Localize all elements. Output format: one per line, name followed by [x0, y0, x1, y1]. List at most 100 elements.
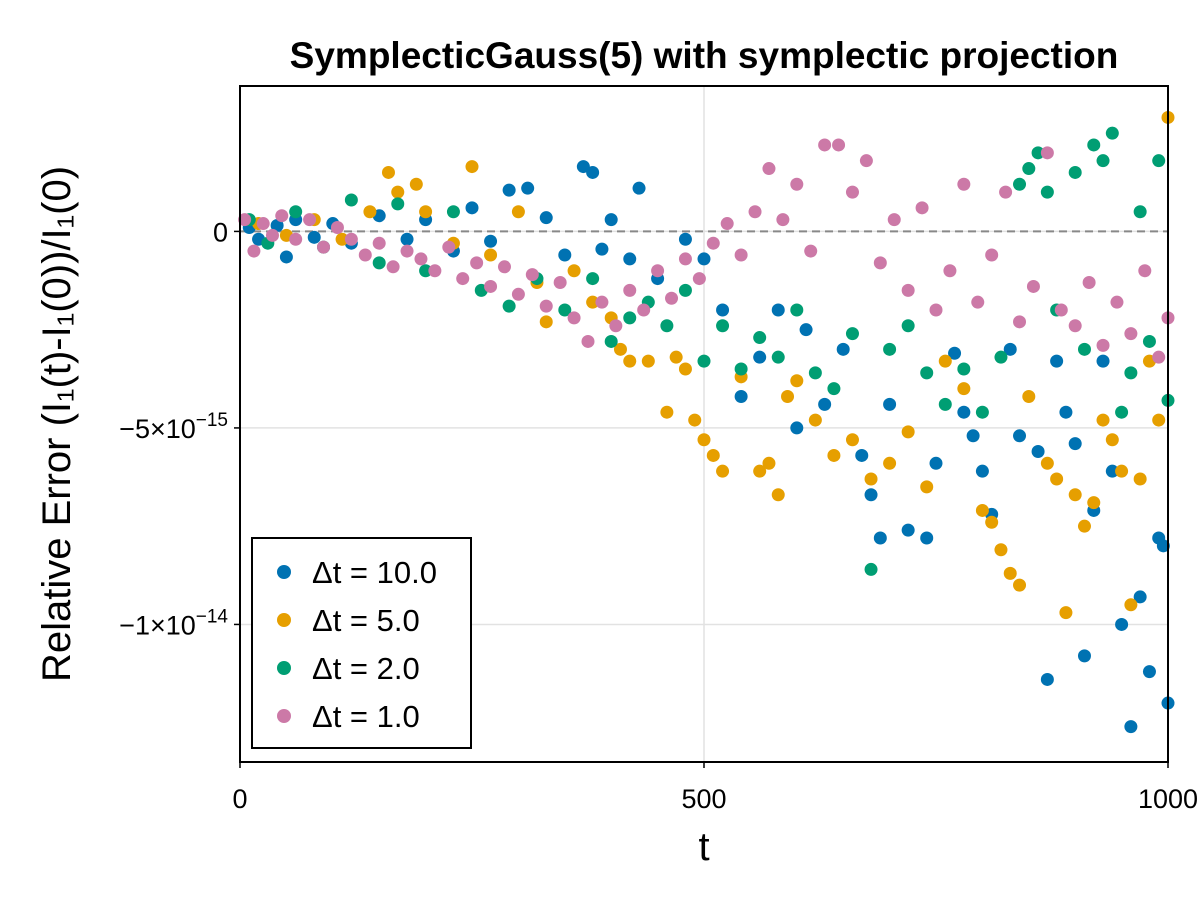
- data-point: [762, 162, 776, 176]
- data-point: [539, 299, 553, 313]
- data-point: [901, 425, 915, 439]
- data-point: [567, 264, 581, 278]
- data-point: [409, 177, 423, 191]
- data-point: [957, 382, 971, 396]
- data-point: [716, 303, 730, 317]
- data-point: [678, 362, 692, 376]
- data-point: [845, 185, 859, 199]
- data-point: [883, 342, 897, 356]
- data-point: [372, 236, 386, 250]
- data-point: [748, 205, 762, 219]
- data-point: [256, 217, 270, 231]
- data-point: [859, 154, 873, 168]
- data-point: [901, 523, 915, 537]
- data-point: [539, 211, 553, 225]
- data-point: [994, 350, 1008, 364]
- data-point: [697, 252, 711, 266]
- data-point: [372, 256, 386, 270]
- data-point: [586, 165, 600, 179]
- data-point: [623, 252, 637, 266]
- x-tick-label-1: 500: [681, 784, 726, 814]
- data-point: [1077, 342, 1091, 356]
- data-point: [1142, 665, 1156, 679]
- legend-marker-0: [277, 565, 291, 579]
- data-point: [1105, 126, 1119, 140]
- legend-label-2: Δt = 2.0: [312, 651, 420, 686]
- data-point: [623, 354, 637, 368]
- data-point: [1133, 205, 1147, 219]
- data-point: [665, 291, 679, 305]
- legend-label-1: Δt = 5.0: [312, 603, 420, 638]
- data-point: [1013, 177, 1027, 191]
- data-point: [706, 236, 720, 250]
- data-point: [525, 268, 539, 282]
- data-point: [511, 287, 525, 301]
- data-point: [335, 232, 349, 246]
- series-3-points: [238, 138, 1175, 364]
- data-point: [400, 232, 414, 246]
- data-point: [1068, 488, 1082, 502]
- data-point: [873, 531, 887, 545]
- data-point: [632, 181, 646, 195]
- data-point: [929, 456, 943, 470]
- data-point: [1138, 264, 1152, 278]
- x-tick-label-0: 0: [232, 784, 247, 814]
- data-point: [887, 213, 901, 227]
- data-point: [975, 464, 989, 478]
- data-point: [1096, 154, 1110, 168]
- data-point: [428, 264, 442, 278]
- data-point: [1022, 162, 1036, 176]
- data-point: [734, 248, 748, 262]
- data-point: [604, 213, 618, 227]
- data-point: [994, 543, 1008, 557]
- data-point: [1115, 617, 1129, 631]
- data-point: [776, 213, 790, 227]
- data-point: [1068, 165, 1082, 179]
- data-point: [678, 252, 692, 266]
- data-point: [1096, 338, 1110, 352]
- data-point: [279, 250, 293, 264]
- data-point: [613, 342, 627, 356]
- data-point: [771, 350, 785, 364]
- data-point: [1026, 279, 1040, 293]
- data-point: [363, 205, 377, 219]
- data-point: [734, 362, 748, 376]
- data-point: [753, 350, 767, 364]
- data-point: [1040, 672, 1054, 686]
- data-point: [465, 201, 479, 215]
- legend-label-0: Δt = 10.0: [312, 555, 437, 590]
- data-point: [1124, 366, 1138, 380]
- data-point: [502, 183, 516, 197]
- data-point: [1152, 350, 1166, 364]
- data-point: [1040, 185, 1054, 199]
- legend-marker-3: [277, 709, 291, 723]
- data-point: [920, 366, 934, 380]
- data-point: [827, 448, 841, 462]
- legend: Δt = 10.0 Δt = 5.0 Δt = 2.0 Δt = 1.0: [251, 537, 472, 749]
- data-point: [781, 389, 795, 403]
- data-point: [1031, 445, 1045, 459]
- data-point: [1142, 334, 1156, 348]
- legend-marker-2: [277, 661, 291, 675]
- data-point: [669, 350, 683, 364]
- data-point: [586, 295, 600, 309]
- data-point: [999, 185, 1013, 199]
- data-point: [883, 397, 897, 411]
- data-point: [1077, 649, 1091, 663]
- data-point: [957, 177, 971, 191]
- data-point: [637, 303, 651, 317]
- data-point: [595, 295, 609, 309]
- data-point: [330, 220, 344, 234]
- data-point: [901, 283, 915, 297]
- data-point: [938, 354, 952, 368]
- data-point: [1031, 146, 1045, 160]
- data-point: [660, 405, 674, 419]
- x-axis-ticks: 0 500 1000: [232, 762, 1198, 814]
- data-point: [558, 303, 572, 317]
- data-point: [832, 138, 846, 152]
- data-point: [521, 181, 535, 195]
- data-point: [1013, 578, 1027, 592]
- data-point: [344, 193, 358, 207]
